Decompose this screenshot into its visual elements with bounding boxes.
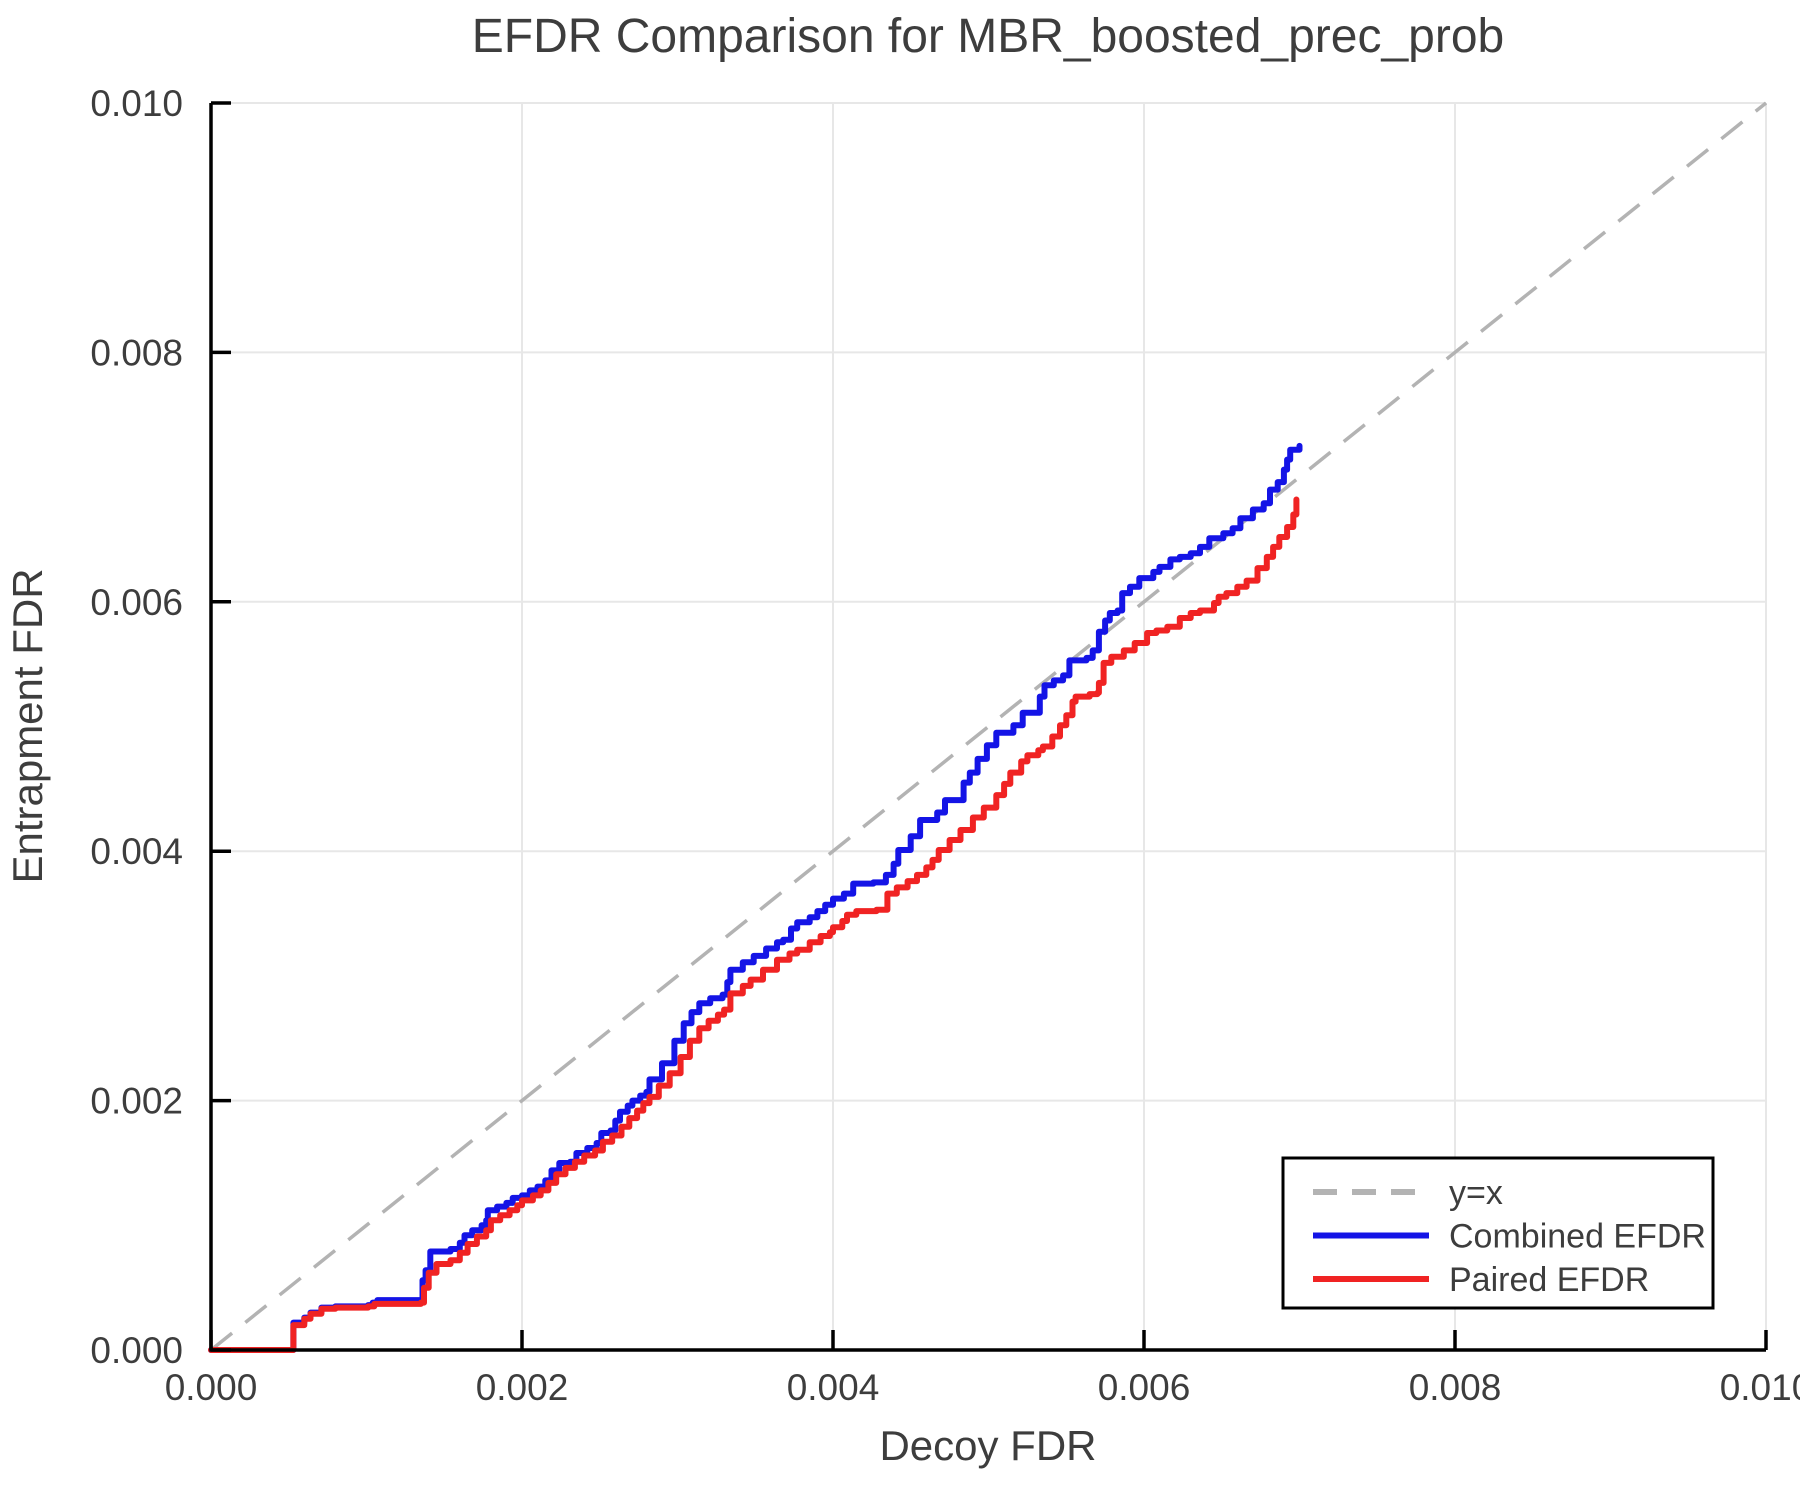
combined-efdr-line	[208, 442, 1303, 1353]
x-tick-label: 0.000	[165, 1367, 258, 1408]
y-tick-label: 0.008	[90, 332, 183, 373]
x-tick-label: 0.010	[1720, 1367, 1800, 1408]
x-axis-label: Decoy FDR	[879, 1422, 1096, 1469]
y-tick-label: 0.004	[90, 831, 183, 872]
paired-efdr-line	[208, 496, 1300, 1353]
y-axis-label: Entrapment FDR	[4, 568, 51, 883]
legend: y=x Combined EFDR Paired EFDR	[1281, 1156, 1715, 1310]
legend-item-label: Paired EFDR	[1449, 1261, 1649, 1299]
y-tick-label: 0.010	[90, 83, 183, 124]
tick-label-layer: 0.000 0.002 0.004 0.006 0.008 0.010 0.000 0.002…	[90, 83, 1800, 1408]
y-tick-label: 0.006	[90, 582, 183, 623]
x-tick-label: 0.008	[1409, 1367, 1502, 1408]
legend-item-label: Combined EFDR	[1449, 1218, 1706, 1256]
y-tick-label: 0.000	[90, 1330, 183, 1371]
axes-layer	[209, 101, 1768, 1352]
x-tick-label: 0.004	[787, 1367, 880, 1408]
legend-item-label: y=x	[1449, 1174, 1503, 1212]
x-tick-label: 0.002	[476, 1367, 569, 1408]
y-tick-label: 0.002	[90, 1081, 183, 1122]
identity-reference-line	[209, 101, 1768, 1352]
chart-title: EFDR Comparison for MBR_boosted_prec_pro…	[472, 10, 1504, 63]
data-layer	[208, 101, 1768, 1353]
x-tick-label: 0.006	[1098, 1367, 1191, 1408]
